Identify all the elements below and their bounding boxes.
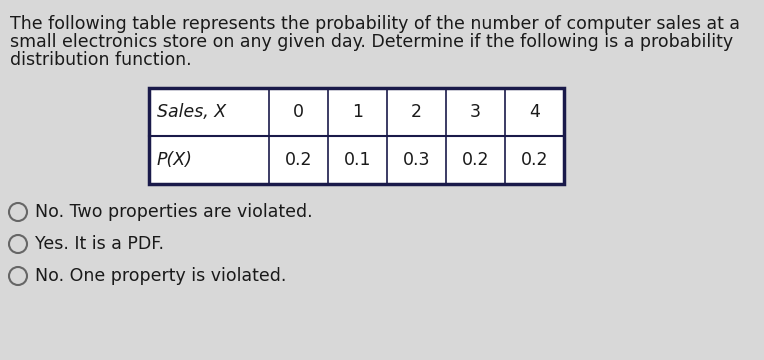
- Text: No. Two properties are violated.: No. Two properties are violated.: [35, 203, 312, 221]
- Text: distribution function.: distribution function.: [10, 51, 192, 69]
- Bar: [149, 88, 564, 184]
- Bar: [149, 88, 564, 184]
- Circle shape: [9, 235, 27, 253]
- Text: 0.3: 0.3: [403, 151, 430, 169]
- Text: P(X): P(X): [157, 151, 193, 169]
- Text: 2: 2: [411, 103, 422, 121]
- Text: 0.2: 0.2: [461, 151, 489, 169]
- Text: 4: 4: [529, 103, 540, 121]
- Text: 0.2: 0.2: [521, 151, 549, 169]
- Text: 0.1: 0.1: [344, 151, 371, 169]
- Text: 0: 0: [293, 103, 304, 121]
- Text: Yes. It is a PDF.: Yes. It is a PDF.: [35, 235, 164, 253]
- Text: 0.2: 0.2: [285, 151, 312, 169]
- Circle shape: [9, 203, 27, 221]
- Text: small electronics store on any given day. Determine if the following is a probab: small electronics store on any given day…: [10, 33, 733, 51]
- Circle shape: [9, 267, 27, 285]
- Text: Sales, X: Sales, X: [157, 103, 226, 121]
- Text: 3: 3: [470, 103, 481, 121]
- Text: 1: 1: [352, 103, 363, 121]
- Text: The following table represents the probability of the number of computer sales a: The following table represents the proba…: [10, 15, 740, 33]
- Text: No. One property is violated.: No. One property is violated.: [35, 267, 286, 285]
